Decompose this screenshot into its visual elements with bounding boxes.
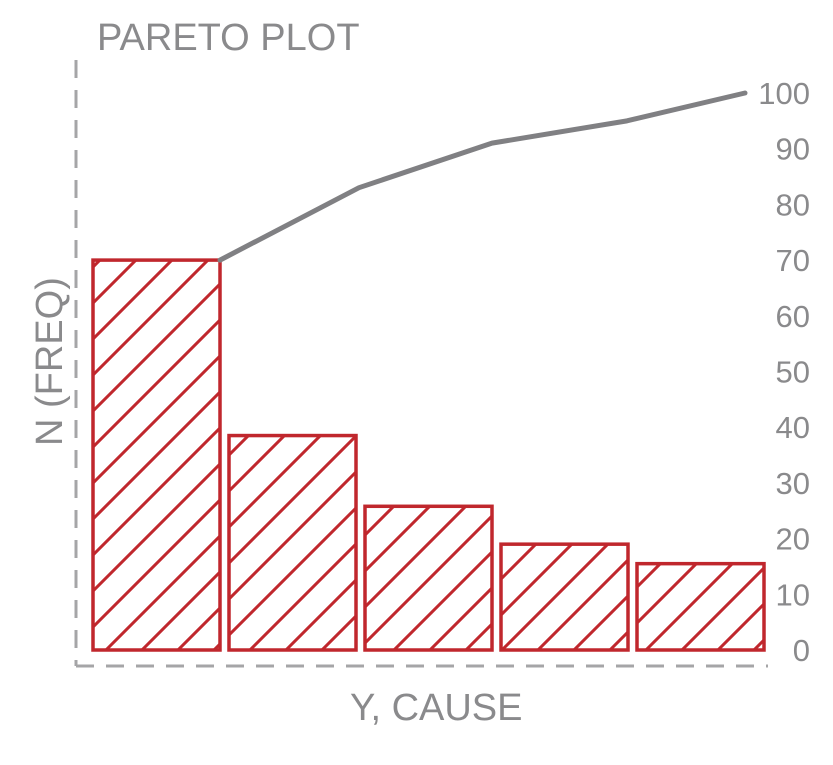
y-tick-label: 20 <box>776 522 810 557</box>
y-tick-label: 50 <box>776 355 810 390</box>
bar-3 <box>363 504 494 652</box>
bar-1 <box>91 258 222 652</box>
chart-title: PARETO PLOT <box>97 17 360 59</box>
cumulative-line <box>217 90 748 263</box>
y-tick-label: 10 <box>776 577 810 612</box>
y-ticks-group: 0 10 20 30 40 50 60 70 80 90 100 <box>758 76 810 668</box>
bar-4 <box>499 542 630 652</box>
y-tick-label: 60 <box>776 299 810 334</box>
y-tick-label: 70 <box>776 243 810 278</box>
bar-2 <box>227 433 358 652</box>
bar-5 <box>635 561 766 652</box>
y-tick-label: 80 <box>776 187 810 222</box>
y-tick-label: 90 <box>776 132 810 167</box>
bars-group <box>91 258 766 652</box>
y-tick-label: 40 <box>776 410 810 445</box>
x-axis-label: Y, CAUSE <box>350 687 522 729</box>
y-axis-label: N (FREQ) <box>29 277 71 446</box>
y-tick-label: 100 <box>758 76 810 111</box>
y-tick-label: 0 <box>793 633 810 668</box>
y-tick-label: 30 <box>776 466 810 501</box>
